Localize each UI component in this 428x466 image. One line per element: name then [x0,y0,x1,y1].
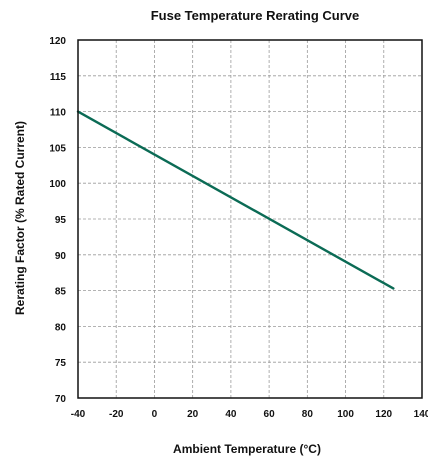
tick-labels: -40 -20 0 20 40 60 80 100 120 140 70 75 80 85 90 95 100 1… [49,36,428,420]
y-tick-label: 85 [55,287,67,298]
y-tick-label: 70 [55,394,67,405]
y-tick-label: 120 [49,36,66,47]
x-tick-label: 120 [375,409,392,420]
series-line [76,110,395,290]
x-tick-label: 40 [225,409,237,420]
x-axis-label: Ambient Temperature (°C) [173,442,321,456]
plot-frame [77,39,423,399]
series-layer [76,110,395,290]
y-tick-label: 100 [49,179,66,190]
x-tick-label: -20 [109,409,124,420]
x-tick-label: 140 [414,409,428,420]
y-tick-label: 110 [50,108,67,119]
y-tick-label: 75 [55,358,67,369]
chart-title: Fuse Temperature Rerating Curve [151,8,360,23]
x-tick-label: 100 [337,409,354,420]
y-tick-label: 95 [55,215,67,226]
y-tick-label: 80 [55,322,67,333]
y-tick-label: 105 [49,143,66,154]
x-tick-label: 0 [152,409,158,420]
x-tick-label: -40 [71,409,86,420]
y-axis-label: Rerating Factor (% Rated Current) [13,121,27,315]
grid-layer [77,39,423,399]
x-tick-label: 80 [302,409,314,420]
x-tick-label: 60 [264,409,276,420]
x-tick-label: 20 [187,409,199,420]
y-tick-label: 115 [50,72,67,83]
y-tick-label: 90 [55,251,67,262]
